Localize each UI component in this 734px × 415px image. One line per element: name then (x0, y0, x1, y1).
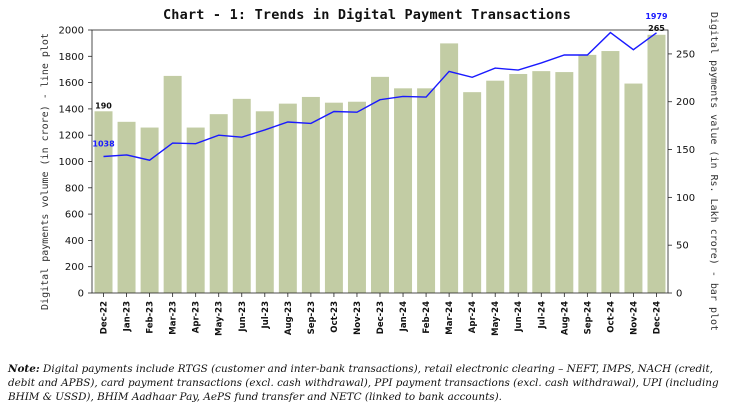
data-label-bar-Dec-24: 265 (648, 24, 665, 33)
axes: 0 200 400 600 800 1000 1200 1400 1600 1800 2000 0 50… (40, 12, 719, 336)
bar-Nov-24 (624, 83, 643, 293)
x-tick-label: Mar-23 (169, 301, 179, 335)
x-tick-label: Sep-23 (307, 301, 317, 334)
line-series (103, 31, 657, 161)
right-tick-label: 250 (676, 49, 695, 60)
right-tick-label: 150 (676, 145, 695, 156)
x-tick-label: Jan-24 (399, 301, 409, 332)
x-tick-label: Dec-22 (100, 301, 110, 334)
bar-Dec-24 (647, 34, 666, 293)
data-label-line-Dec-24: 1979 (645, 12, 668, 21)
bar-Mar-24 (440, 43, 459, 293)
x-tick-label: Jun-24 (514, 301, 524, 333)
bar-Jul-23 (255, 111, 274, 293)
x-tick-label: Aug-24 (560, 301, 570, 335)
bar-Nov-23 (347, 101, 366, 294)
footnote: Note: Digital payments include RTGS (cus… (8, 362, 730, 404)
left-tick-label: 400 (65, 236, 84, 247)
left-tick-label: 600 (65, 210, 84, 221)
x-tick-label: Feb-23 (146, 301, 156, 334)
bar-Sep-24 (578, 54, 597, 294)
bar-Aug-24 (555, 72, 574, 293)
footnote-label: Note: (8, 363, 40, 375)
bar-Mar-23 (163, 75, 182, 293)
left-tick-label: 1800 (59, 52, 84, 63)
x-tick-label: Sep-24 (583, 301, 593, 334)
x-tick-label: Dec-23 (376, 301, 386, 334)
right-tick-label: 200 (676, 97, 695, 108)
x-tick-label: Feb-24 (422, 301, 432, 334)
left-tick-label: 0 (78, 289, 84, 300)
x-tick-label: Nov-24 (629, 301, 639, 335)
right-tick-label: 100 (676, 193, 695, 204)
bar-Feb-24 (417, 88, 436, 293)
left-axis-label: Digital payments volume (in crore) - lin… (40, 33, 51, 310)
right-tick-label: 0 (676, 289, 682, 300)
bar-Jan-24 (394, 88, 413, 293)
x-tick-label: Dec-24 (653, 301, 663, 334)
chart-canvas: 0 200 400 600 800 1000 1200 1400 1600 1800 2000 0 50… (40, 12, 719, 336)
footnote-text: Digital payments include RTGS (customer … (8, 363, 719, 403)
x-tick-label: Aug-23 (284, 301, 294, 335)
x-tick-label: Apr-23 (192, 301, 202, 333)
bar-series (94, 34, 666, 294)
right-axis-label: Digital payments value (in Rs. Lakh cror… (708, 12, 719, 331)
left-tick-label: 800 (65, 183, 84, 194)
x-tick-label: Jul-24 (537, 301, 547, 330)
volume-line (103, 31, 657, 161)
x-tick-label: May-23 (215, 301, 225, 336)
bar-Feb-23 (140, 127, 159, 293)
left-tick-label: 1600 (59, 78, 84, 89)
left-tick-label: 200 (65, 262, 84, 273)
x-tick-label: Oct-23 (330, 301, 340, 333)
bar-Jun-23 (232, 98, 251, 293)
bar-Jun-24 (509, 73, 528, 293)
x-tick-label: Nov-23 (353, 301, 363, 335)
chart-title: Chart - 1: Trends in Digital Payment Tra… (162, 7, 572, 23)
bar-Aug-23 (278, 103, 297, 293)
x-tick-label: Jul-23 (261, 301, 271, 330)
left-tick-label: 2000 (59, 26, 84, 37)
x-tick-label: Oct-24 (606, 301, 616, 333)
bar-Apr-24 (463, 92, 482, 293)
x-tick-label: Apr-24 (468, 301, 478, 333)
left-tick-label: 1400 (59, 104, 84, 115)
left-tick-label: 1200 (59, 131, 84, 142)
bar-Apr-23 (186, 127, 205, 293)
bar-May-24 (486, 80, 505, 293)
right-tick-label: 50 (676, 241, 689, 252)
data-labels: 190 1038 265 1979 (92, 12, 668, 149)
bar-Jul-24 (532, 71, 551, 294)
bar-May-23 (209, 114, 228, 293)
x-tick-label: Jan-23 (123, 301, 133, 332)
bar-Dec-23 (371, 76, 389, 293)
data-label-line-Dec-22: 1038 (92, 140, 115, 149)
bar-Oct-23 (324, 102, 343, 293)
bar-Jan-23 (117, 121, 136, 293)
left-tick-label: 1000 (59, 157, 84, 168)
x-tick-label: Jun-23 (238, 301, 248, 333)
bar-Oct-24 (601, 51, 620, 293)
bar-Sep-23 (301, 96, 320, 293)
x-tick-label: Mar-24 (445, 301, 455, 335)
data-label-bar-Dec-22: 190 (95, 101, 112, 110)
x-tick-label: May-24 (491, 301, 501, 336)
